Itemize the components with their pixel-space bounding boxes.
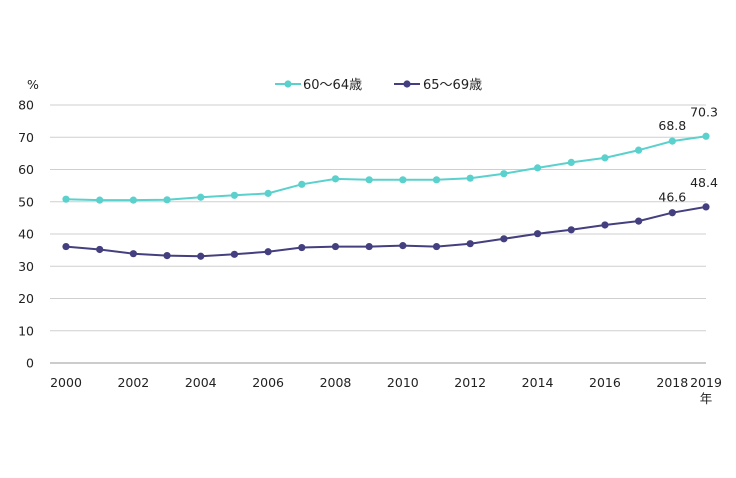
- series-1-point-2002: [129, 196, 137, 204]
- series-1-point-2019: [702, 132, 710, 140]
- series-1-point-2003: [163, 196, 171, 204]
- x-unit-label: 年: [700, 391, 713, 406]
- x-tick-label-2019: 2019: [690, 375, 722, 390]
- series-2-point-2015: [567, 226, 575, 234]
- series-2-point-2001: [96, 245, 104, 254]
- series-1-point-2005: [230, 191, 239, 199]
- series-1-point-2010: [399, 176, 407, 184]
- series-1-point-2016: [601, 154, 609, 162]
- series-1-point-2006: [264, 189, 272, 197]
- series-2-point-2013: [500, 235, 508, 243]
- series-line-2: [65, 205, 707, 258]
- y-tick-label-10: 10: [18, 323, 34, 338]
- series-1-point-2013: [500, 170, 508, 178]
- series-1-point-2009: [365, 176, 373, 184]
- data-label-series-1-2018: 68.8: [658, 118, 686, 133]
- series-2-point-2018: [668, 209, 676, 217]
- data-labels: 68.8 70.3 46.6 48.4: [658, 104, 718, 204]
- series-1-point-2018: [668, 137, 676, 145]
- series-2-point-2017: [635, 217, 643, 225]
- legend-marker-2: [403, 80, 411, 88]
- series-2-point-2005: [230, 250, 239, 258]
- axes: 0 10 20 30 40 50 60 70 80% 2000 2002 2004 2006 2008 20…: [18, 77, 722, 406]
- series-2-point-2011: [432, 242, 441, 251]
- series-1-point-2011: [432, 176, 441, 184]
- series-1-point-2017: [635, 146, 643, 154]
- x-tick-label-2002: 2002: [117, 375, 149, 390]
- x-tick-label-2016: 2016: [589, 375, 621, 390]
- series-2-point-2014: [533, 230, 542, 238]
- series-2-point-2019: [702, 203, 710, 211]
- series-2-point-2012: [466, 240, 474, 248]
- series-1-point-2000: [62, 195, 70, 203]
- series-2-point-2009: [365, 242, 373, 251]
- y-tick-label-40: 40: [18, 227, 34, 242]
- series-1-point-2012: [466, 174, 474, 182]
- y-tick-label-70: 70: [18, 130, 34, 145]
- data-label-series-2-2019: 48.4: [690, 175, 718, 190]
- y-tick-label-30: 30: [18, 259, 34, 274]
- x-tick-label-2010: 2010: [387, 375, 419, 390]
- series-line-1: [65, 135, 707, 202]
- x-tick-label-2012: 2012: [454, 375, 486, 390]
- gridlines: [50, 104, 706, 364]
- x-tick-label-2014: 2014: [522, 375, 554, 390]
- legend-label-1: 60～64歳: [303, 78, 362, 93]
- x-tick-label-2000: 2000: [50, 375, 82, 390]
- legend-label-2: 65～69歳: [423, 78, 482, 93]
- x-tick-label-2004: 2004: [185, 375, 217, 390]
- series-2-point-2003: [163, 252, 171, 260]
- x-tick-label-2006: 2006: [252, 375, 284, 390]
- series-2-point-2006: [264, 248, 272, 256]
- series-2-point-2007: [298, 243, 306, 252]
- data-label-series-1-2019: 70.3: [690, 104, 718, 119]
- series-1-point-2001: [96, 196, 104, 204]
- y-tick-label-60: 60: [18, 162, 34, 177]
- series-1-point-2004: [197, 193, 205, 201]
- legend-marker-1: [284, 80, 292, 88]
- legend: 60～64歳 65～69歳: [275, 78, 482, 93]
- series-2-point-2000: [62, 242, 70, 251]
- series-2-point-2010: [399, 242, 407, 250]
- series-1-point-2015: [567, 158, 575, 167]
- y-unit-label: %: [27, 77, 39, 92]
- data-label-series-2-2018: 46.6: [658, 190, 686, 205]
- series-2-point-2004: [197, 252, 205, 260]
- series-group: [62, 132, 710, 260]
- series-1-point-2014: [533, 164, 542, 172]
- series-1-point-2007: [298, 180, 306, 188]
- y-tick-label-50: 50: [18, 194, 34, 209]
- series-1-point-2008: [331, 175, 340, 183]
- x-tick-label-2008: 2008: [320, 375, 352, 390]
- series-2-point-2008: [331, 242, 340, 251]
- x-tick-label-2018: 2018: [656, 375, 688, 390]
- series-2-point-2016: [601, 221, 609, 229]
- series-2-point-2002: [129, 250, 137, 258]
- y-tick-label-80: 80: [18, 98, 34, 113]
- y-tick-label-0: 0: [26, 356, 34, 371]
- y-tick-label-20: 20: [18, 291, 34, 306]
